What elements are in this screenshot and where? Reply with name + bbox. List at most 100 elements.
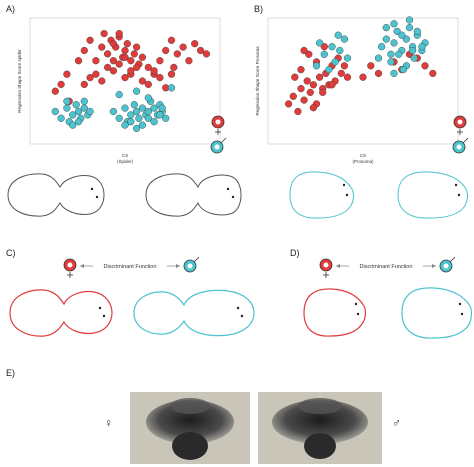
female-point [343, 73, 352, 81]
female-point [123, 40, 131, 48]
female-point [98, 77, 106, 85]
male-point [315, 39, 324, 47]
male-point [127, 118, 135, 126]
male-point [121, 104, 129, 112]
female-icon-core [215, 119, 221, 125]
male-point [334, 31, 342, 39]
female-point [103, 63, 112, 72]
landmark-dot [356, 312, 360, 316]
male-point [328, 43, 336, 51]
female-point [291, 73, 299, 81]
male-point [132, 124, 141, 133]
female-point [121, 46, 129, 55]
male-point [72, 101, 80, 109]
male-point [138, 104, 146, 112]
spider-prosoma [272, 400, 368, 444]
panel-label-b: B) [254, 4, 263, 14]
prosoma-outline-shape-1 [289, 171, 354, 219]
outline-shapes-b [289, 171, 468, 219]
female-point [127, 57, 135, 65]
x-axis-label: CS [360, 153, 366, 158]
scatter-points [51, 30, 211, 133]
male-symbol-arrow [220, 137, 227, 144]
male-point [336, 46, 344, 55]
male-point [138, 121, 146, 129]
female-point [320, 43, 328, 51]
female-point [173, 50, 181, 58]
landmark-dot [354, 302, 358, 306]
male-point [398, 31, 406, 39]
male-point [382, 24, 390, 32]
female-point [337, 69, 345, 78]
panel-label-d: D) [290, 248, 300, 258]
spider-eye-region [170, 398, 210, 414]
male-point [393, 27, 401, 36]
male-icon-core [456, 144, 462, 150]
male-point [374, 54, 383, 62]
male-point [115, 114, 123, 122]
male-point [402, 35, 411, 43]
df-label: Discriminant Function [104, 264, 157, 270]
male-point [167, 84, 176, 92]
female-point [367, 62, 375, 70]
y-axis-label: Regression Shape Score spider [17, 49, 22, 113]
landmark-dot [460, 312, 464, 316]
female-point [306, 88, 314, 97]
female-point [115, 60, 123, 68]
male-point [399, 65, 407, 74]
female-point [289, 92, 297, 100]
df-arrow-left [336, 264, 340, 268]
female-point [115, 30, 123, 38]
male-point [382, 35, 390, 43]
male-point [395, 50, 403, 58]
female-point [144, 63, 152, 72]
female-prosoma-outline [303, 288, 367, 337]
male-symbol-arrow [449, 256, 456, 263]
scatter-chart-a: CS (Spider) Regression Shape Score spide… [17, 17, 221, 164]
landmark-dot [458, 302, 462, 306]
x-axis-sublabel: (Prosoma) [352, 159, 374, 164]
female-point [92, 70, 100, 78]
female-point [138, 77, 146, 85]
female-point [162, 46, 170, 55]
male-point [74, 118, 83, 126]
spider-outline-shape-1 [7, 173, 105, 217]
male-point [320, 50, 328, 58]
female-point [144, 80, 152, 89]
male-symbol: ♂ [392, 416, 401, 430]
female-point [138, 53, 146, 61]
female-point [51, 87, 59, 95]
spider-eye-region [298, 398, 342, 414]
male-point [162, 114, 170, 122]
landmark-dot [102, 314, 106, 318]
male-point [51, 107, 59, 116]
x-axis-label: CS [122, 153, 128, 158]
female-point [421, 62, 429, 70]
male-point [121, 121, 129, 129]
female-point [309, 104, 318, 112]
male-point [331, 58, 339, 66]
female-point [98, 43, 106, 51]
male-point [132, 107, 141, 116]
landmark-dot [454, 183, 458, 187]
df-label: Discriminant Function [360, 264, 413, 270]
male-point [130, 101, 138, 109]
landmark-dot [342, 183, 346, 187]
female-point [191, 40, 199, 48]
scatter-points [284, 16, 437, 116]
male-point [69, 121, 77, 129]
male-point [405, 24, 414, 32]
male-point [144, 94, 152, 102]
male-point [109, 107, 118, 116]
outline-shapes-a [7, 173, 242, 217]
female-point [127, 67, 135, 75]
landmark-dot [98, 306, 102, 310]
male-symbol-arrow [462, 137, 469, 144]
female-point [109, 57, 118, 65]
female-point [185, 57, 193, 65]
df-header-c: Discriminant Function [63, 256, 200, 278]
male-point [150, 104, 158, 112]
landmark-dot [236, 306, 240, 310]
spider-prosoma [146, 400, 234, 444]
female-spider-outline [9, 289, 113, 337]
